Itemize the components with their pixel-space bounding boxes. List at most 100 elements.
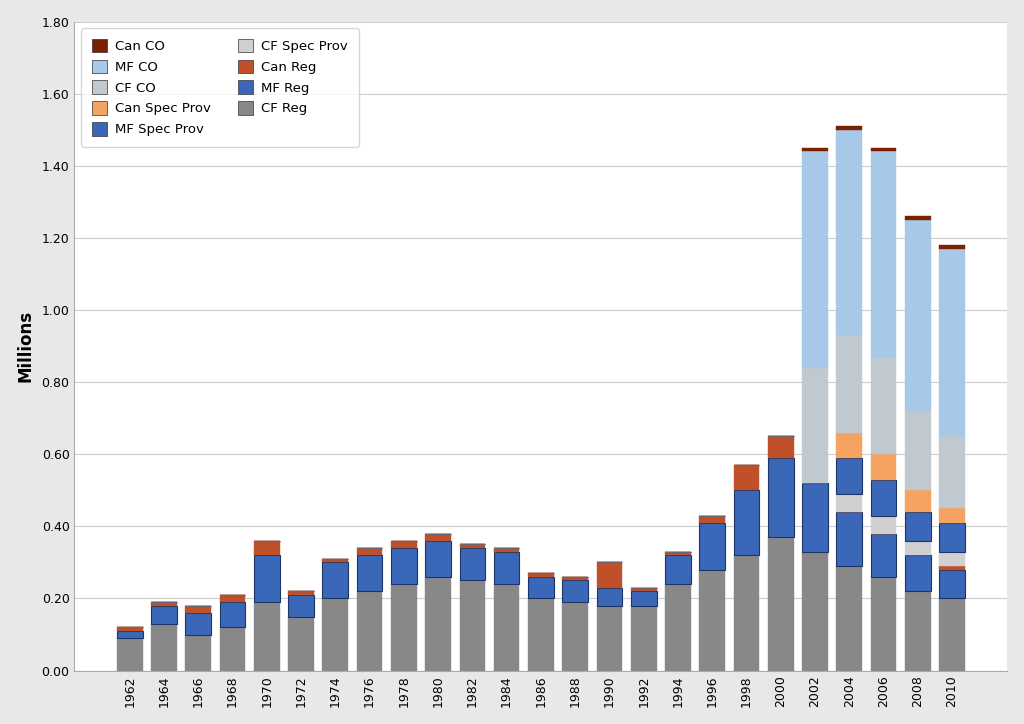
Bar [391,541,417,548]
Bar [117,627,142,631]
Bar [802,148,827,151]
Bar [254,541,280,555]
Bar [870,151,896,357]
Bar [768,537,794,670]
Bar [528,577,554,599]
Bar [323,563,348,599]
Bar [597,563,623,588]
Bar [699,523,725,570]
Bar [939,508,965,523]
Bar [391,548,417,584]
Bar [185,606,211,613]
Bar [768,458,794,537]
Bar [733,490,760,555]
Bar [597,588,623,606]
Bar [870,479,896,515]
Bar [870,357,896,454]
Bar [837,566,862,670]
Bar [288,595,314,617]
Bar [494,552,519,584]
Bar [494,548,519,552]
Bar [254,602,280,670]
Bar [391,584,417,670]
Bar [494,584,519,670]
Bar [837,130,862,335]
Bar [220,602,246,627]
Bar [631,588,656,592]
Bar [666,584,691,670]
Bar [870,515,896,534]
Bar [802,552,827,670]
Bar [425,534,451,541]
Bar [460,548,485,581]
Bar [905,541,931,555]
Bar [699,515,725,523]
Bar [939,599,965,670]
Bar [837,494,862,512]
Bar [288,617,314,670]
Bar [631,592,656,606]
Bar [323,559,348,563]
Bar [117,638,142,670]
Bar [152,624,177,670]
Bar [905,490,931,512]
Bar [870,148,896,151]
Bar [699,570,725,670]
Bar [939,552,965,566]
Y-axis label: Millions: Millions [16,310,35,382]
Bar [870,577,896,670]
Bar [666,555,691,584]
Bar [528,573,554,577]
Bar [254,555,280,602]
Bar [425,577,451,670]
Bar [802,368,827,483]
Bar [905,220,931,411]
Bar [802,483,827,552]
Bar [837,335,862,433]
Bar [425,541,451,577]
Bar [185,634,211,670]
Bar [802,151,827,368]
Bar [185,613,211,634]
Bar [837,126,862,130]
Bar [666,552,691,555]
Bar [837,512,862,566]
Bar [597,606,623,670]
Bar [562,577,588,581]
Bar [939,249,965,437]
Bar [460,544,485,548]
Bar [939,245,965,249]
Bar [939,523,965,552]
Bar [939,566,965,570]
Bar [733,465,760,490]
Bar [356,555,382,592]
Bar [562,581,588,602]
Bar [220,595,246,602]
Bar [117,631,142,638]
Bar [460,581,485,670]
Bar [356,592,382,670]
Bar [837,433,862,458]
Bar [562,602,588,670]
Bar [905,592,931,670]
Bar [837,458,862,494]
Bar [768,437,794,458]
Bar [870,454,896,479]
Bar [631,606,656,670]
Bar [733,555,760,670]
Bar [905,411,931,490]
Bar [905,216,931,220]
Bar [288,592,314,595]
Bar [323,599,348,670]
Bar [939,437,965,508]
Bar [905,555,931,592]
Bar [152,602,177,606]
Bar [152,606,177,624]
Bar [939,570,965,599]
Bar [220,627,246,670]
Legend: Can CO, MF CO, CF CO, Can Spec Prov, MF Spec Prov, CF Spec Prov, Can Reg, MF Reg: Can CO, MF CO, CF CO, Can Spec Prov, MF … [81,28,358,147]
Bar [528,599,554,670]
Bar [356,548,382,555]
Bar [870,534,896,577]
Bar [905,512,931,541]
